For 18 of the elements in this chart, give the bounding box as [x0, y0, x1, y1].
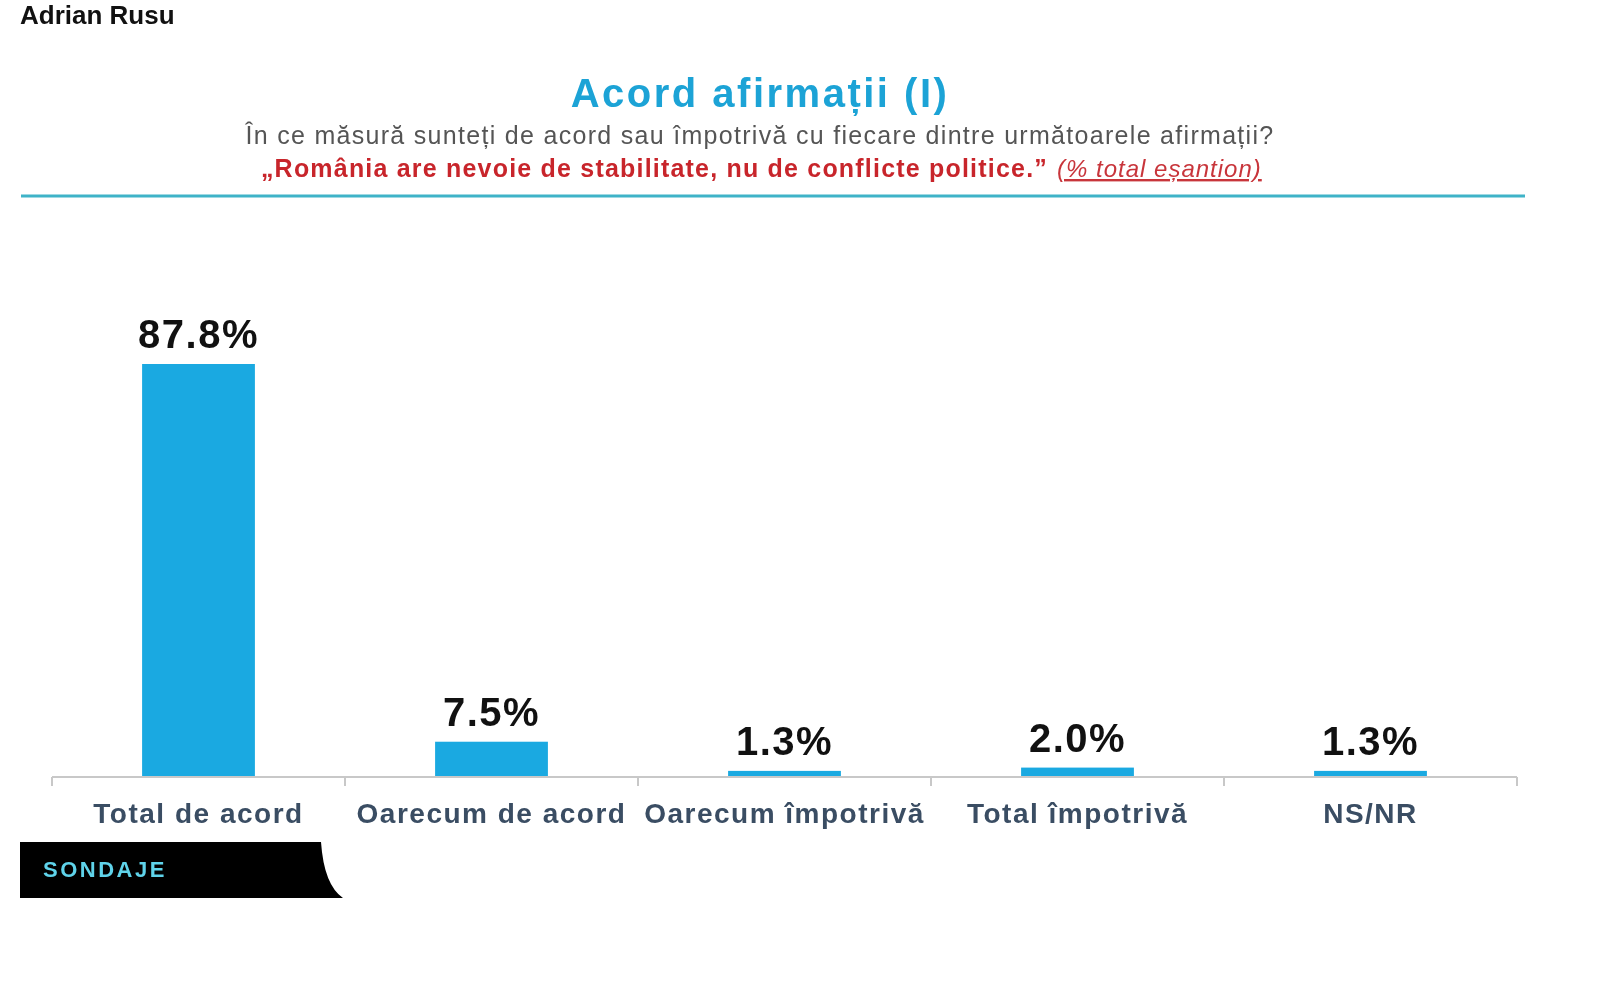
- data-label: 87.8%: [138, 312, 259, 356]
- data-label: 7.5%: [442, 689, 541, 734]
- x-tick-label: Oarecum împotrivă: [644, 798, 925, 829]
- bar: [435, 741, 548, 777]
- text: Adrian Rusu: [20, 0, 175, 30]
- data-label: 2.0%: [1028, 715, 1127, 760]
- x-tick-label: Total împotrivă: [966, 798, 1189, 829]
- data-label: 1.3%: [1321, 718, 1420, 763]
- x-tick-label: Total de acord: [93, 798, 304, 829]
- chart-title: Acord afirmații (I): [570, 71, 950, 116]
- bar: [142, 364, 255, 777]
- text: „România are nevoie de stabilitate, nu de conflicte politice.”: [260, 154, 1048, 182]
- text: SONDAJE: [43, 857, 167, 882]
- chart-subtitle: În ce măsură sunteți de acord sau împotrivă cu fiecare dintre următoarele afirmații?: [244, 121, 1275, 149]
- data-label: 1.3%: [735, 718, 834, 763]
- x-tick-label: Oarecum de acord: [356, 798, 627, 829]
- x-tick-label: NS/NR: [1323, 798, 1418, 829]
- text: (% total eșantion): [1057, 155, 1262, 182]
